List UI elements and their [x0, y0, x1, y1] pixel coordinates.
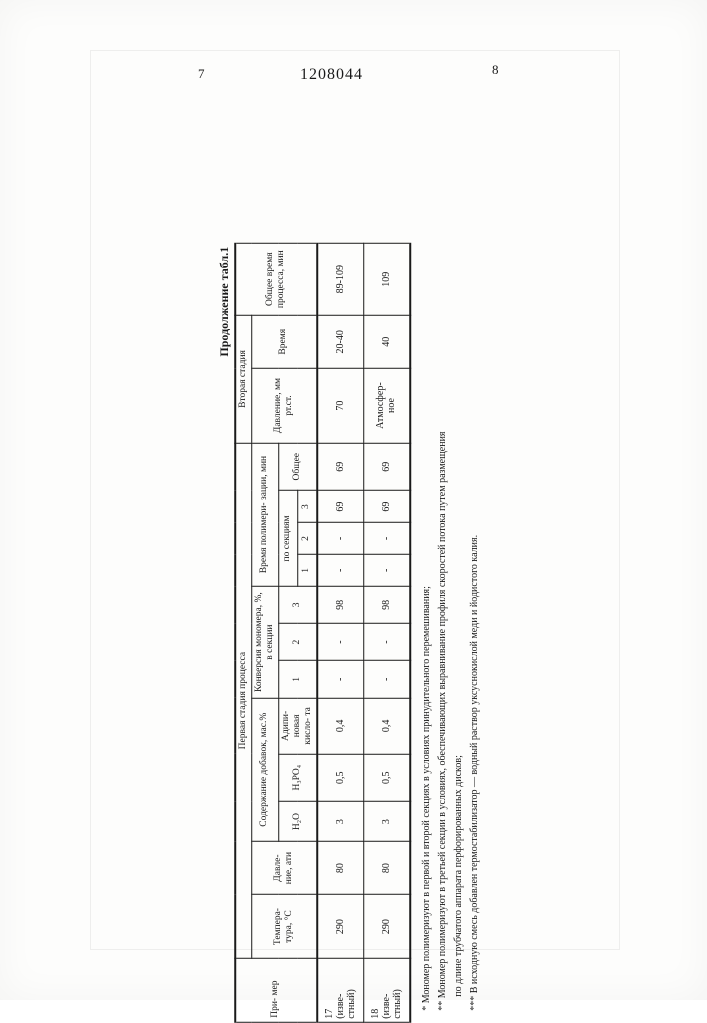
- cell: -: [363, 554, 410, 586]
- footnote-1: * Мономер полимеризуют в первой и второй…: [419, 243, 434, 1011]
- th-by-section: по секциям: [279, 491, 298, 587]
- cell: 0,4: [317, 698, 364, 754]
- cell: -: [317, 661, 364, 698]
- document-number: 1208044: [300, 66, 363, 84]
- cell: -: [363, 624, 410, 661]
- th-p1: 1: [297, 554, 316, 586]
- cell-primer: 17 (изве- стный): [317, 958, 364, 1022]
- footnotes: * Мономер полимеризуют в первой и второй…: [419, 243, 482, 1023]
- footnote-2b: по длине трубчатого аппарата перфорирова…: [451, 243, 466, 1011]
- cell: -: [317, 554, 364, 586]
- th-p2: 2: [297, 523, 316, 555]
- page-num-left: 7: [198, 66, 205, 82]
- table-container: Продолжение табл.1 При- мер Первая стади…: [217, 243, 483, 1023]
- cell: 20-40: [317, 315, 364, 368]
- cell: 290: [317, 895, 364, 959]
- cell: 69: [317, 443, 364, 491]
- th-time2: Время: [252, 315, 317, 368]
- cell: 69: [363, 491, 410, 523]
- th-stage1: Первая стадия процесса: [235, 443, 251, 959]
- cell: 0,5: [317, 754, 364, 802]
- cell: 69: [317, 491, 364, 523]
- page: 7 1208044 8 Продолжение табл.1 При- мер …: [0, 0, 707, 1000]
- th-h3po4: H₃PO₄: [279, 754, 317, 802]
- th-polytime: Время полимери- зации, мин: [252, 443, 279, 587]
- cell: -: [317, 624, 364, 661]
- th-ptotal: Общее: [279, 443, 317, 491]
- cell: 69: [363, 443, 410, 491]
- cell: 109: [363, 243, 410, 315]
- continuation-label: Продолжение табл.1: [217, 243, 232, 1023]
- cell: 98: [363, 586, 410, 623]
- cell: Атмосфер- ное: [363, 368, 410, 442]
- th-adip: Адипи- новая кисло- та: [279, 698, 317, 754]
- th-p3: 3: [297, 491, 316, 523]
- cell-primer: 18 (изве- стный): [363, 958, 410, 1022]
- cell: 0,5: [363, 754, 410, 802]
- th-stage2: Вторая стадия: [235, 315, 251, 443]
- cell: 3: [363, 802, 410, 842]
- footnote-3: *** В исходную смесь добавлен термостаби…: [467, 243, 482, 1011]
- page-num-right: 8: [492, 62, 499, 78]
- cell: 3: [317, 802, 364, 842]
- footnote-2: ** Мономер полимеризуют в третьей секции…: [435, 243, 450, 1011]
- table-row: 17 (изве- стный) 290 80 3 0,5 0,4 - - 98…: [317, 243, 364, 1022]
- th-additives: Содержание добавок, мас.%: [252, 698, 279, 842]
- cell: 89-109: [317, 243, 364, 315]
- cell: 80: [317, 842, 364, 895]
- th-h2o: H₂O: [279, 802, 317, 842]
- table-row: 18 (изве- стный) 290 80 3 0,5 0,4 - - 98…: [363, 243, 410, 1022]
- cell: 0,4: [363, 698, 410, 754]
- cell: 80: [363, 842, 410, 895]
- th-c3: 3: [279, 586, 317, 623]
- cell: -: [317, 523, 364, 555]
- data-table: При- мер Первая стадия процесса Вторая с…: [234, 243, 411, 1023]
- th-temp: Темпера- тура, °С: [252, 895, 317, 959]
- cell: 290: [363, 895, 410, 959]
- cell: 70: [317, 368, 364, 442]
- th-conversion: Конверсия мономера, %, в секции: [252, 586, 279, 698]
- th-c2: 2: [279, 624, 317, 661]
- th-pressure2: Давление, мм рт.ст.: [252, 368, 317, 442]
- th-primer: При- мер: [235, 958, 317, 1022]
- cell: -: [363, 523, 410, 555]
- cell: -: [363, 661, 410, 698]
- th-total-time: Общее время процесса, мин: [235, 243, 317, 315]
- cell: 98: [317, 586, 364, 623]
- th-c1: 1: [279, 661, 317, 698]
- cell: 40: [363, 315, 410, 368]
- th-pressure1: Давле- ние, ати: [252, 842, 317, 895]
